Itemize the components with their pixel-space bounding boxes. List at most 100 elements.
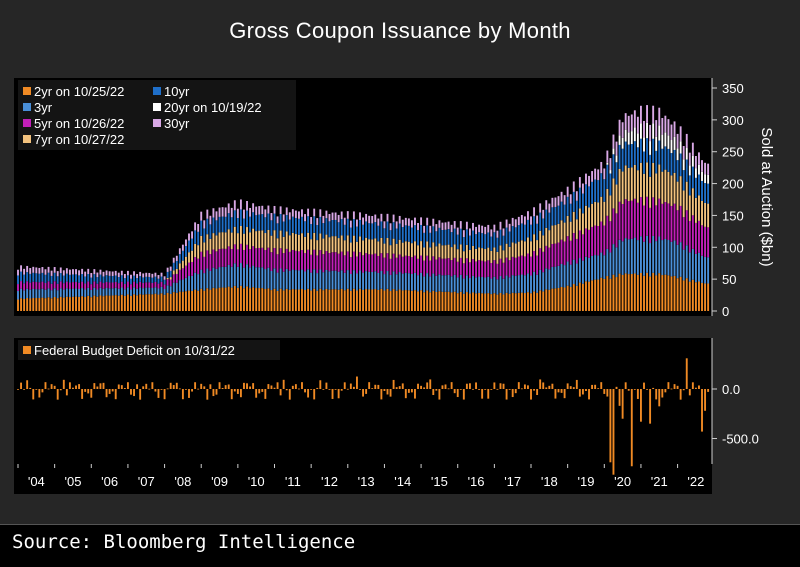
deficit-bar [496, 388, 499, 390]
bar-segment [236, 218, 239, 234]
bar-segment [72, 274, 74, 283]
bar-segment [698, 152, 700, 165]
bar-segment [465, 292, 468, 311]
bar-segment [99, 295, 102, 311]
bar-segment [328, 271, 331, 290]
bar-segment [530, 241, 532, 257]
bar-segment [239, 209, 242, 226]
deficit-bar [588, 389, 590, 400]
bar-segment [554, 225, 557, 244]
bar-segment [643, 173, 645, 206]
bar-segment [539, 248, 542, 270]
bar-segment [368, 215, 371, 224]
bar-segment [560, 191, 563, 202]
bar-segment [462, 293, 465, 311]
bar-segment [117, 295, 120, 311]
bar-segment [438, 274, 441, 292]
bar-segment [227, 203, 230, 214]
bar-segment [707, 227, 710, 258]
bar-segment [142, 294, 145, 311]
bar-segment [530, 256, 532, 276]
y-tick-label: 250 [722, 145, 744, 160]
deficit-bar [698, 385, 700, 389]
bar-segment [319, 250, 322, 270]
bar-segment [484, 261, 487, 278]
bar-segment [407, 256, 410, 274]
bar-segment [59, 296, 62, 311]
bar-segment [698, 220, 700, 253]
bar-segment [594, 225, 597, 256]
bar-segment [691, 188, 694, 216]
bar-segment [502, 235, 505, 251]
bar-segment [468, 235, 471, 250]
bar-segment [435, 231, 438, 247]
deficit-bar [337, 389, 340, 399]
bar-segment [105, 295, 108, 311]
bar-segment [691, 166, 694, 189]
bar-segment [520, 240, 523, 256]
bar-segment [502, 262, 505, 279]
bar-segment [246, 201, 248, 211]
bar-segment [114, 281, 117, 288]
bar-segment [624, 273, 627, 311]
deficit-bar [123, 387, 126, 389]
bar-segment [252, 212, 255, 229]
bar-segment [62, 283, 65, 290]
bar-segment [450, 232, 453, 248]
bar-segment [65, 281, 68, 289]
bar-segment [102, 283, 105, 289]
bar-segment [365, 271, 368, 290]
bar-segment [212, 287, 215, 311]
deficit-bar [545, 387, 548, 389]
bar-segment [456, 277, 459, 294]
bar-segment [246, 210, 248, 228]
bar-segment [523, 241, 526, 257]
bar-segment [197, 274, 200, 291]
bar-segment [478, 232, 481, 248]
bar-segment [691, 155, 694, 167]
bar-segment [560, 220, 563, 240]
bar-segment [294, 217, 297, 235]
bar-segment [316, 218, 319, 226]
bar-segment [658, 125, 661, 141]
bar-segment [307, 249, 310, 270]
bar-segment [481, 248, 484, 261]
bar-segment [340, 270, 343, 289]
bar-segment [108, 282, 111, 289]
bar-segment [646, 138, 648, 163]
deficit-bar [551, 383, 554, 389]
bar-segment [527, 292, 529, 311]
bar-segment [704, 283, 707, 311]
bar-segment [505, 275, 508, 293]
deficit-bar [252, 383, 255, 389]
bar-segment [658, 107, 661, 126]
bar-segment [96, 289, 99, 297]
bar-segment [200, 211, 203, 221]
deficit-bar [90, 389, 93, 398]
bar-segment [288, 212, 291, 220]
bar-segment [615, 162, 618, 185]
bar-segment [23, 283, 26, 291]
bar-segment [84, 296, 87, 311]
bar-segment [539, 269, 542, 291]
bar-segment [163, 289, 166, 295]
deficit-bar [68, 382, 71, 389]
bar-segment [264, 209, 267, 218]
bar-segment [600, 252, 603, 278]
bar-segment [120, 287, 123, 295]
bar-segment [142, 277, 145, 283]
bar-segment [105, 281, 108, 288]
bar-segment [453, 291, 456, 311]
bar-segment [178, 248, 181, 255]
bar-segment [682, 190, 685, 218]
deficit-bar [356, 376, 358, 389]
bar-segment [447, 258, 450, 275]
deficit-bar [261, 389, 264, 392]
bar-segment [75, 281, 77, 289]
bar-segment [554, 288, 557, 311]
bar-segment [120, 281, 123, 288]
bar-segment [29, 298, 32, 311]
bar-segment [426, 255, 429, 274]
bar-segment [139, 276, 142, 282]
bar-segment [462, 263, 465, 279]
